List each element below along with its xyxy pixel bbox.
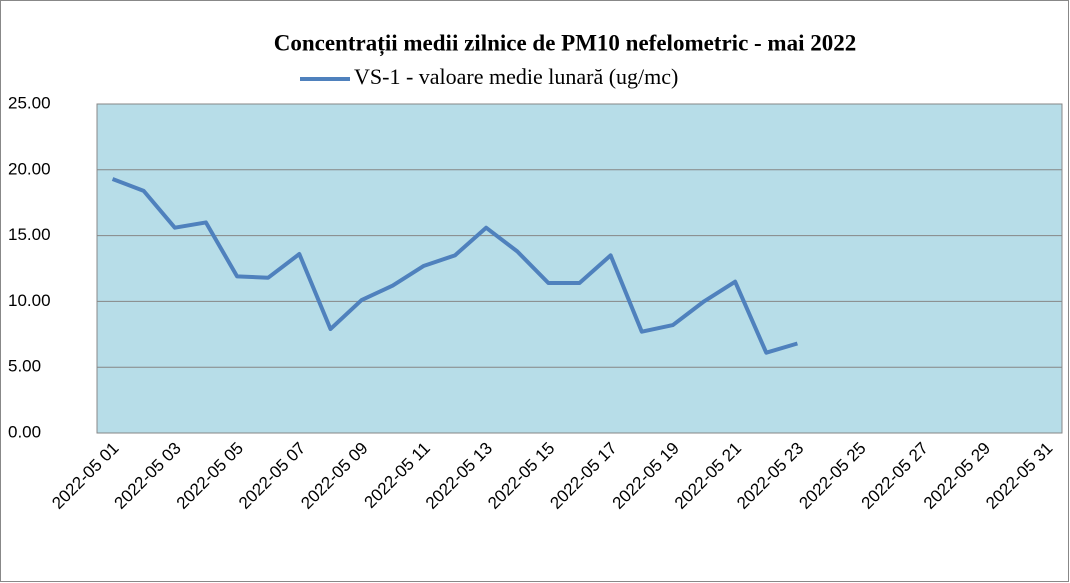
y-tick-label: 15.00	[8, 225, 51, 244]
y-tick-label: 0.00	[8, 422, 41, 441]
legend-label: VS-1 - valoare medie lunară (ug/mc)	[354, 64, 678, 89]
y-tick-label: 20.00	[8, 159, 51, 178]
chart-title: Concentrații medii zilnice de PM10 nefel…	[274, 30, 857, 56]
y-tick-label: 5.00	[8, 357, 41, 376]
data-line	[111, 177, 798, 355]
y-tick-label: 25.00	[8, 93, 51, 112]
y-tick-label: 10.00	[8, 291, 51, 310]
plot-area	[96, 103, 1063, 434]
